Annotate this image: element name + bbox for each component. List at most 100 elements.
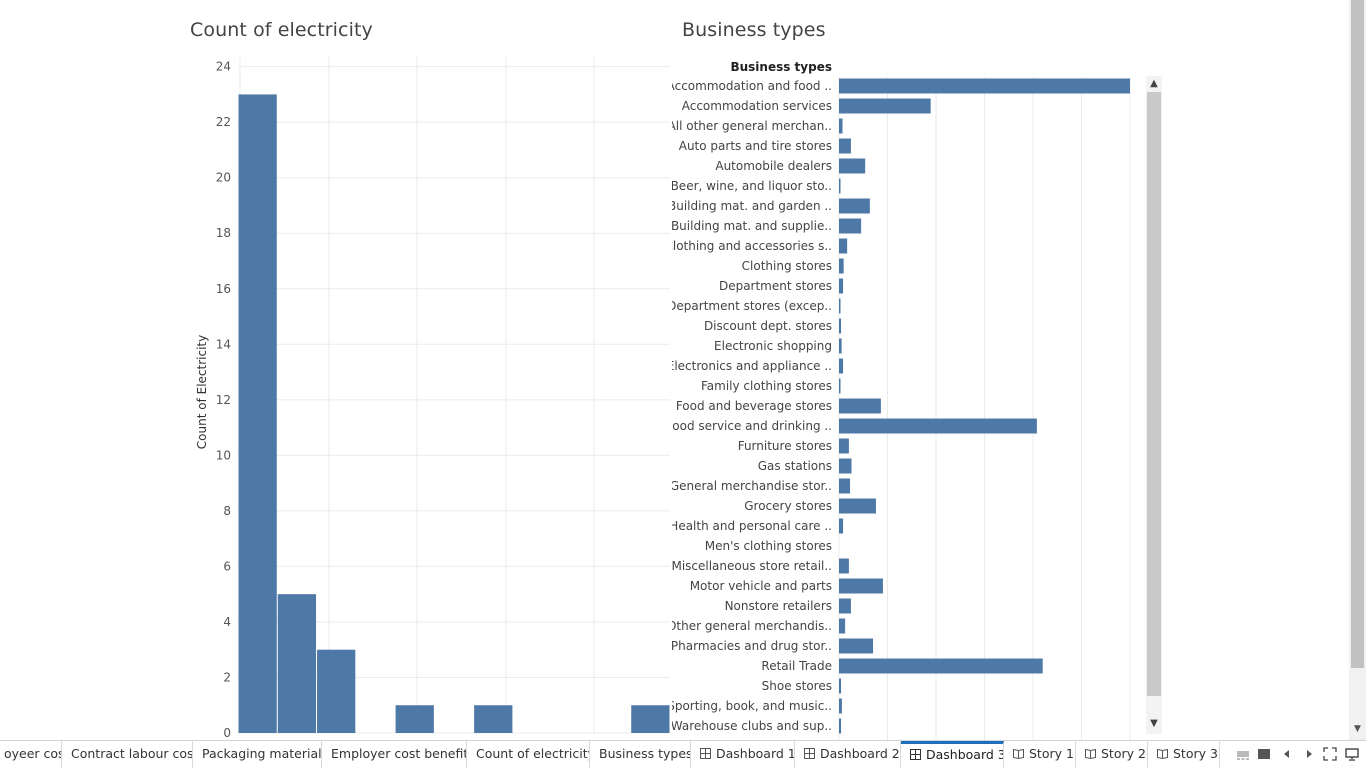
category-label[interactable]: Beer, wine, and liquor sto.. [672, 179, 832, 193]
business-type-bar[interactable] [839, 98, 931, 114]
business-type-bar[interactable] [839, 638, 874, 654]
category-label[interactable]: Warehouse clubs and sup.. [672, 719, 832, 733]
business-type-bar[interactable] [839, 598, 851, 614]
category-label[interactable]: Department stores [719, 279, 832, 293]
category-label[interactable]: Building mat. and garden .. [672, 199, 832, 213]
business-type-bar[interactable] [839, 338, 842, 354]
business-type-bar[interactable] [839, 238, 848, 254]
previous-sheet-icon[interactable] [1280, 747, 1294, 761]
category-label[interactable]: Food service and drinking .. [672, 419, 832, 433]
business-type-bar[interactable] [839, 418, 1037, 434]
show-filmstrip-icon[interactable] [1236, 747, 1250, 761]
business-type-bar[interactable] [839, 678, 842, 694]
business-type-bar[interactable] [839, 378, 841, 394]
fullscreen-icon[interactable] [1323, 747, 1337, 761]
histogram-bar[interactable] [317, 649, 356, 733]
tab-business-types[interactable]: Business types [590, 741, 691, 768]
category-label[interactable]: Motor vehicle and parts [690, 579, 832, 593]
histogram-bar[interactable] [474, 705, 513, 733]
category-label[interactable]: Electronic shopping [714, 339, 832, 353]
category-label[interactable]: Furniture stores [738, 439, 832, 453]
category-label[interactable]: Miscellaneous store retail.. [672, 559, 832, 573]
category-label[interactable]: Auto parts and tire stores [679, 139, 832, 153]
histogram-bar[interactable] [631, 705, 670, 733]
business-type-bar[interactable] [839, 318, 842, 334]
business-type-bar[interactable] [839, 278, 844, 294]
business-type-bar[interactable] [839, 298, 841, 314]
business-type-bar[interactable] [839, 478, 851, 494]
present-icon[interactable] [1345, 747, 1359, 761]
category-label[interactable]: Sporting, book, and music.. [672, 699, 832, 713]
business-type-bar[interactable] [839, 498, 876, 514]
category-label[interactable]: Gas stations [758, 459, 832, 473]
tab-packaging-materials[interactable]: Packaging materials [193, 741, 322, 768]
y-tick-label: 24 [216, 60, 231, 74]
page-scroll-down-arrow[interactable]: ▼ [1354, 724, 1361, 734]
category-label[interactable]: Accommodation services [682, 99, 832, 113]
business-type-bar[interactable] [839, 698, 842, 714]
business-type-bar[interactable] [839, 618, 846, 634]
page-scrollbar-thumb[interactable] [1351, 0, 1364, 668]
business-type-bar[interactable] [839, 138, 851, 154]
category-label[interactable]: Other general merchandis.. [672, 619, 832, 633]
business-type-bar[interactable] [839, 398, 881, 414]
tab-story-1[interactable]: Story 1 [1004, 741, 1076, 768]
show-tabs-icon[interactable] [1257, 747, 1271, 761]
business-type-bar[interactable] [839, 578, 883, 594]
category-label[interactable]: Building mat. and supplie.. [672, 219, 832, 233]
histogram-bar[interactable] [395, 705, 434, 733]
category-label[interactable]: Clothing and accessories s.. [672, 239, 832, 253]
business-type-bar[interactable] [839, 78, 1130, 94]
tab-employer-cost[interactable]: oyeer cost [0, 741, 62, 768]
histogram-bar[interactable] [277, 594, 317, 733]
category-label[interactable]: Pharmacies and drug stor.. [672, 639, 832, 653]
business-types-chart[interactable]: Business types Accommodation and food ..… [672, 55, 1147, 740]
business-type-bar[interactable] [839, 218, 862, 234]
tab-dashboard-1[interactable]: Dashboard 1 [691, 741, 795, 768]
business-type-bar[interactable] [839, 438, 849, 454]
business-type-bar[interactable] [839, 158, 866, 174]
category-label[interactable]: Department stores (excep.. [672, 299, 832, 313]
business-type-bar[interactable] [839, 718, 842, 734]
business-type-bar[interactable] [839, 118, 843, 134]
category-label[interactable]: Clothing stores [742, 259, 832, 273]
page-scrollbar[interactable]: ▼ [1349, 0, 1366, 740]
category-label[interactable]: Automobile dealers [715, 159, 832, 173]
tab-dashboard-3[interactable]: Dashboard 3 [901, 741, 1004, 768]
scroll-down-arrow[interactable]: ▼ [1150, 718, 1158, 729]
business-type-bar[interactable] [839, 258, 844, 274]
category-label[interactable]: Health and personal care .. [672, 519, 832, 533]
business-type-bar[interactable] [839, 198, 870, 214]
category-label[interactable]: Food and beverage stores [676, 399, 832, 413]
chart-scrollbar[interactable]: ▲ ▼ [1146, 76, 1162, 734]
next-sheet-icon[interactable] [1302, 747, 1316, 761]
category-label[interactable]: All other general merchan.. [672, 119, 832, 133]
scrollbar-thumb[interactable] [1147, 92, 1161, 696]
category-label[interactable]: Nonstore retailers [725, 599, 832, 613]
category-label[interactable]: Electronics and appliance .. [672, 359, 832, 373]
business-type-bar[interactable] [839, 558, 849, 574]
tab-dashboard-2[interactable]: Dashboard 2 [795, 741, 901, 768]
tab-count-of-electricity[interactable]: Count of electricity [467, 741, 590, 768]
scroll-up-arrow[interactable]: ▲ [1150, 78, 1158, 89]
category-label[interactable]: Men's clothing stores [705, 539, 832, 553]
business-type-bar[interactable] [839, 358, 844, 374]
tab-employer-cost-benefits[interactable]: Employer cost benefits [322, 741, 467, 768]
histogram-bar[interactable] [238, 94, 277, 734]
category-label[interactable]: General merchandise stor.. [672, 479, 832, 493]
category-label[interactable]: Discount dept. stores [704, 319, 832, 333]
tab-story-2[interactable]: Story 2 [1076, 741, 1148, 768]
tab-contract-labour-cost[interactable]: Contract labour cost [62, 741, 193, 768]
category-label[interactable]: Family clothing stores [701, 379, 832, 393]
category-label[interactable]: Accommodation and food .. [672, 79, 832, 93]
category-label[interactable]: Shoe stores [762, 679, 832, 693]
tab-story-3[interactable]: Story 3 [1148, 741, 1220, 768]
business-type-bar[interactable] [839, 458, 852, 474]
category-label[interactable]: Grocery stores [744, 499, 832, 513]
business-type-bar[interactable] [839, 178, 841, 194]
business-type-bar[interactable] [839, 658, 1043, 674]
business-type-bar[interactable] [839, 518, 844, 534]
category-label[interactable]: Retail Trade [761, 659, 832, 673]
tab-label: oyeer cost [4, 746, 61, 761]
